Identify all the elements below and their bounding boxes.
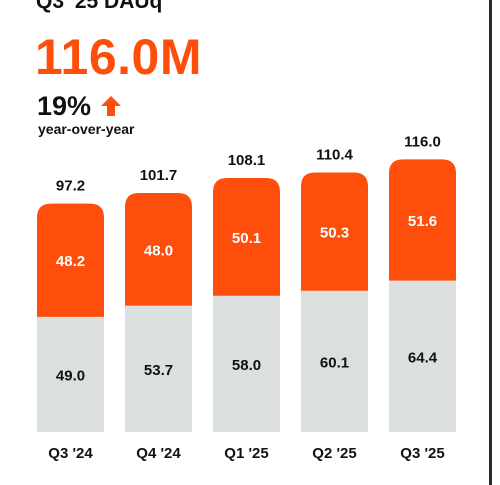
x-tick-label: Q3 '24 [48, 445, 93, 462]
bar-base-value-label: 60.1 [320, 354, 349, 371]
x-tick-label: Q4 '24 [136, 445, 181, 462]
bar-base-segment [125, 305, 192, 432]
bar-total-label: 108.1 [228, 152, 266, 169]
x-tick-label: Q2 '25 [312, 445, 356, 462]
bar-top-segment [37, 203, 104, 317]
bar-base-value-label: 49.0 [56, 367, 85, 384]
bar-top-segment [389, 159, 456, 281]
x-tick-label: Q1 '25 [224, 445, 268, 462]
bar-base-segment [301, 290, 368, 432]
bar-base-value-label: 64.4 [408, 349, 438, 366]
chart-title: Q3 '25 DAUq [36, 0, 163, 13]
bar-top-value-label: 48.2 [56, 253, 85, 270]
x-tick-label: Q3 '25 [400, 445, 444, 462]
bar-top-segment [213, 177, 280, 296]
bar-base-value-label: 58.0 [232, 357, 261, 374]
bar-base-segment [213, 295, 280, 432]
bar-top-value-label: 50.3 [320, 225, 349, 242]
bar-top-segment [301, 172, 368, 291]
arrow-up-icon [99, 94, 123, 118]
bar-top-value-label: 50.1 [232, 230, 261, 247]
growth-indicator: 19% [37, 88, 123, 124]
bar-top-segment [125, 193, 192, 306]
card-right-edge [489, 0, 492, 485]
bar-top-value-label: 48.0 [144, 242, 173, 259]
bar-base-segment [37, 316, 104, 432]
bar-total-label: 101.7 [140, 167, 178, 184]
headline-value: 116.0M [35, 29, 203, 85]
growth-label: year-over-year [38, 121, 135, 137]
bar-base-segment [389, 280, 456, 432]
bar-top-value-label: 51.6 [408, 213, 437, 230]
bar-total-label: 116.0 [404, 133, 441, 150]
bar-total-label: 97.2 [56, 178, 85, 195]
growth-percent: 19% [37, 90, 92, 121]
bar-base-value-label: 53.7 [144, 362, 173, 379]
bar-total-label: 110.4 [316, 147, 353, 164]
